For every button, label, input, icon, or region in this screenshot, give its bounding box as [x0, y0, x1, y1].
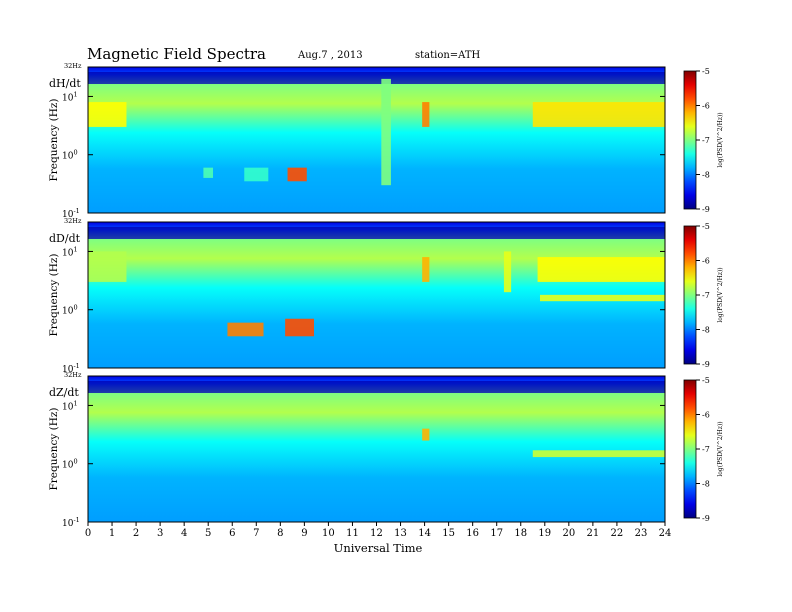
x-tick-label: 6: [229, 528, 235, 539]
x-tick-label: 21: [587, 528, 600, 539]
colorbar-tick: -5: [702, 376, 710, 385]
colorbar-tick: -6: [702, 411, 710, 420]
x-tick-label: 10: [322, 528, 335, 539]
spectral-event: [88, 251, 127, 282]
x-tick-label: 19: [538, 528, 551, 539]
colorbar-tick: -8: [702, 480, 710, 489]
x-tick-label: 23: [635, 528, 648, 539]
panel-label: dD/dt: [49, 232, 81, 245]
colorbar-tick: -8: [702, 171, 710, 180]
x-tick-label: 22: [611, 528, 624, 539]
colorbar: -5 -6 -7 -8 -9 log(PSD(V^2/Hz)): [683, 67, 724, 214]
colorbar-label: log(PSD(V^2/Hz)): [717, 421, 724, 476]
colorbar-tick: -9: [702, 360, 710, 369]
panel-label: dH/dt: [49, 77, 81, 90]
y-tick-label: 10-1: [62, 516, 80, 529]
top-frequency-label: 32Hz: [64, 62, 82, 70]
x-tick-label: 5: [205, 528, 211, 539]
spectral-event: [422, 428, 430, 441]
spectral-event: [285, 318, 314, 337]
panel-label: dZ/dt: [49, 386, 79, 399]
spectral-event: [203, 167, 214, 178]
x-tick-label: 7: [253, 528, 259, 539]
colorbar-tick: -9: [702, 205, 710, 214]
spectrogram-background: [88, 67, 665, 213]
spectral-event: [287, 167, 307, 182]
colorbar: -5 -6 -7 -8 -9 log(PSD(V^2/Hz)): [683, 222, 724, 369]
top-frequency-label: 32Hz: [64, 217, 82, 225]
spectral-event: [244, 167, 269, 182]
colorbar-tick: -6: [702, 102, 710, 111]
x-tick-label: 8: [277, 528, 283, 539]
spectral-event: [503, 251, 512, 293]
spectral-event: [537, 257, 665, 282]
spectral-event: [381, 78, 391, 186]
low-power-band: [88, 72, 665, 84]
spectrogram-background: [88, 376, 665, 522]
top-frequency-label: 32Hz: [64, 371, 82, 379]
colorbar-tick: -9: [702, 514, 710, 523]
x-tick-label: 0: [85, 528, 91, 539]
x-tick-label: 12: [370, 528, 383, 539]
spectral-event: [532, 450, 665, 458]
x-tick-label: 15: [442, 528, 455, 539]
y-tick-label: 100: [62, 458, 78, 471]
x-tick-label: 13: [394, 528, 407, 539]
x-tick-label: 24: [659, 528, 672, 539]
y-tick-label: 100: [62, 304, 78, 317]
x-tick-label: 17: [490, 528, 503, 539]
y-axis-label: Frequency (Hz): [48, 253, 60, 336]
y-axis-label: Frequency (Hz): [48, 98, 60, 181]
x-tick-label: 18: [514, 528, 527, 539]
y-tick-label: 101: [62, 90, 78, 103]
time-axis: 0 1 2 3 4 5 6 7 8 9 10 11 12 13 14 15 16 17 18 19 20 21 22 23 24: [85, 522, 672, 539]
colorbar: -5 -6 -7 -8 -9 log(PSD(V^2/Hz)): [683, 376, 724, 523]
x-tick-label: 11: [346, 528, 359, 539]
colorbar-tick: -8: [702, 326, 710, 335]
figure-station: station=ATH: [415, 50, 481, 61]
colorbar-tick: -5: [702, 222, 710, 231]
colorbar-tick: -7: [702, 445, 710, 454]
y-tick-label: 101: [62, 245, 78, 258]
spectral-event: [227, 322, 264, 337]
colorbar-tick: -5: [702, 67, 710, 76]
spectral-event: [532, 102, 665, 127]
colorbar-label: log(PSD(V^2/Hz)): [717, 112, 724, 167]
x-tick-label: 3: [157, 528, 163, 539]
spectral-event: [422, 102, 430, 127]
colorbar-tick: -7: [702, 136, 710, 145]
x-axis-label: Universal Time: [334, 541, 423, 555]
figure-title: Magnetic Field Spectra: [87, 45, 266, 63]
x-tick-label: 14: [418, 528, 431, 539]
y-axis-label: Frequency (Hz): [48, 407, 60, 490]
colorbar-tick: -7: [702, 291, 710, 300]
x-tick-label: 20: [562, 528, 575, 539]
x-tick-label: 9: [301, 528, 307, 539]
low-power-band: [88, 227, 665, 239]
colorbar-tick: -6: [702, 257, 710, 266]
x-tick-label: 16: [466, 528, 479, 539]
y-tick-label: 101: [62, 399, 78, 412]
x-tick-label: 4: [181, 528, 187, 539]
spectral-event: [539, 294, 665, 302]
y-tick-label: 100: [62, 149, 78, 162]
spectral-event: [88, 102, 127, 127]
spectral-event: [422, 257, 430, 282]
figure-date: Aug.7 , 2013: [297, 50, 363, 61]
x-tick-label: 2: [133, 528, 139, 539]
colorbar-label: log(PSD(V^2/Hz)): [717, 267, 724, 322]
x-tick-label: 1: [109, 528, 115, 539]
low-power-band: [88, 381, 665, 393]
